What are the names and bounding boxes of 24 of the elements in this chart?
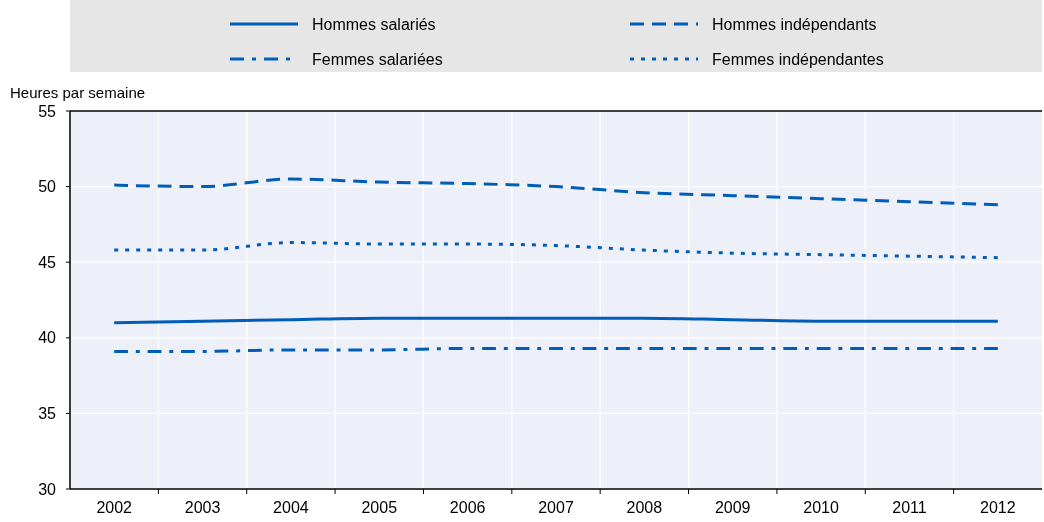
y-tick-label: 30 (38, 480, 57, 498)
line-series (112, 241, 1000, 260)
legend-label: Hommes salariés (312, 15, 436, 33)
x-tick-label: 2011 (892, 499, 927, 516)
legend-label: Hommes indépendants (712, 15, 877, 33)
x-tick-label: 2002 (96, 499, 133, 516)
y-tick-label: 50 (38, 178, 57, 196)
legend-label: Femmes indépendantes (712, 50, 884, 68)
x-tick-label: 2003 (184, 499, 221, 516)
x-tick-label: 2004 (273, 499, 309, 516)
x-tick-label: 2006 (449, 499, 486, 516)
y-tick-label: 45 (38, 253, 57, 271)
x-tick-label: 2010 (803, 499, 839, 516)
x-tick-label: 2008 (626, 499, 663, 516)
x-tick-label: 2005 (361, 499, 398, 516)
x-tick-label: 2012 (980, 499, 1016, 516)
line-series (112, 177, 1000, 207)
y-tick-label: 40 (38, 329, 57, 347)
y-tick-label: 55 (38, 102, 57, 120)
legend-label: Femmes salariées (312, 50, 443, 68)
y-axis-title: Heures par semaine (10, 84, 146, 101)
x-tick-label: 2009 (714, 499, 751, 516)
x-tick-label: 2007 (538, 499, 574, 516)
y-tick-label: 35 (38, 405, 57, 422)
